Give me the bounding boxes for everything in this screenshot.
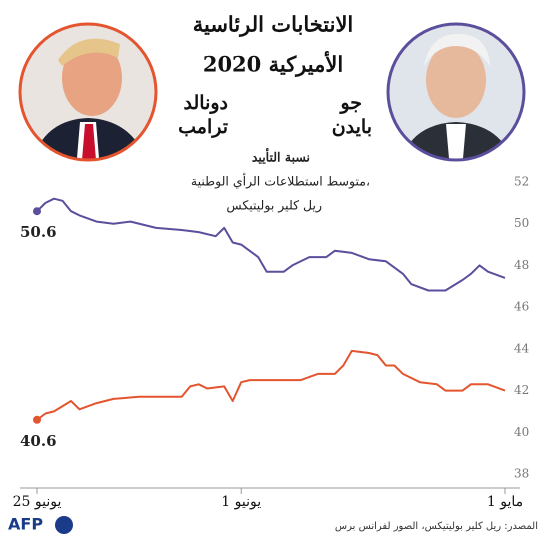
subtitle-line: متوسط استطلاعات الرأي الوطنية، — [191, 173, 370, 190]
portrait-right — [386, 22, 526, 162]
x-tick-label: 1 مايو — [487, 494, 523, 510]
logo-text: AFP — [8, 515, 43, 534]
candidate-first: جو — [338, 92, 362, 114]
y-tick-label: 48 — [514, 258, 529, 272]
subtitle-line: ريل كلير بوليتيكس — [226, 198, 322, 214]
y-tick-label: 42 — [514, 383, 529, 397]
candidate-last: ترامب — [178, 116, 228, 138]
y-tick-label: 50 — [514, 216, 529, 230]
y-tick-label: 52 — [514, 175, 529, 189]
series-line — [36, 197, 506, 292]
end-label: 40.6 — [20, 432, 57, 450]
series-line — [36, 349, 506, 421]
candidate-first: دونالد — [184, 92, 228, 114]
x-tick-label: 1 يونيو — [221, 494, 261, 510]
source: المصدر: ريل كلير بوليتيكس، الصور لفرانس … — [335, 521, 538, 532]
end-dot — [33, 415, 41, 424]
end-label: 50.6 — [20, 223, 57, 241]
y-tick-label: 44 — [514, 341, 530, 355]
logo: AFP — [8, 515, 73, 534]
portrait-left — [18, 22, 158, 162]
x-tick-label: 25 يونيو — [13, 494, 62, 510]
end-dot — [33, 207, 41, 216]
candidate-last: بايدن — [332, 116, 372, 138]
y-tick-label: 46 — [514, 300, 529, 314]
y-tick-label: 38 — [514, 467, 529, 481]
subtitle: نسبة التأييد — [252, 148, 310, 165]
y-tick-label: 40 — [514, 425, 529, 439]
title: الأميركية 2020 — [203, 51, 343, 78]
title: الانتخابات الرئاسية — [193, 12, 354, 38]
